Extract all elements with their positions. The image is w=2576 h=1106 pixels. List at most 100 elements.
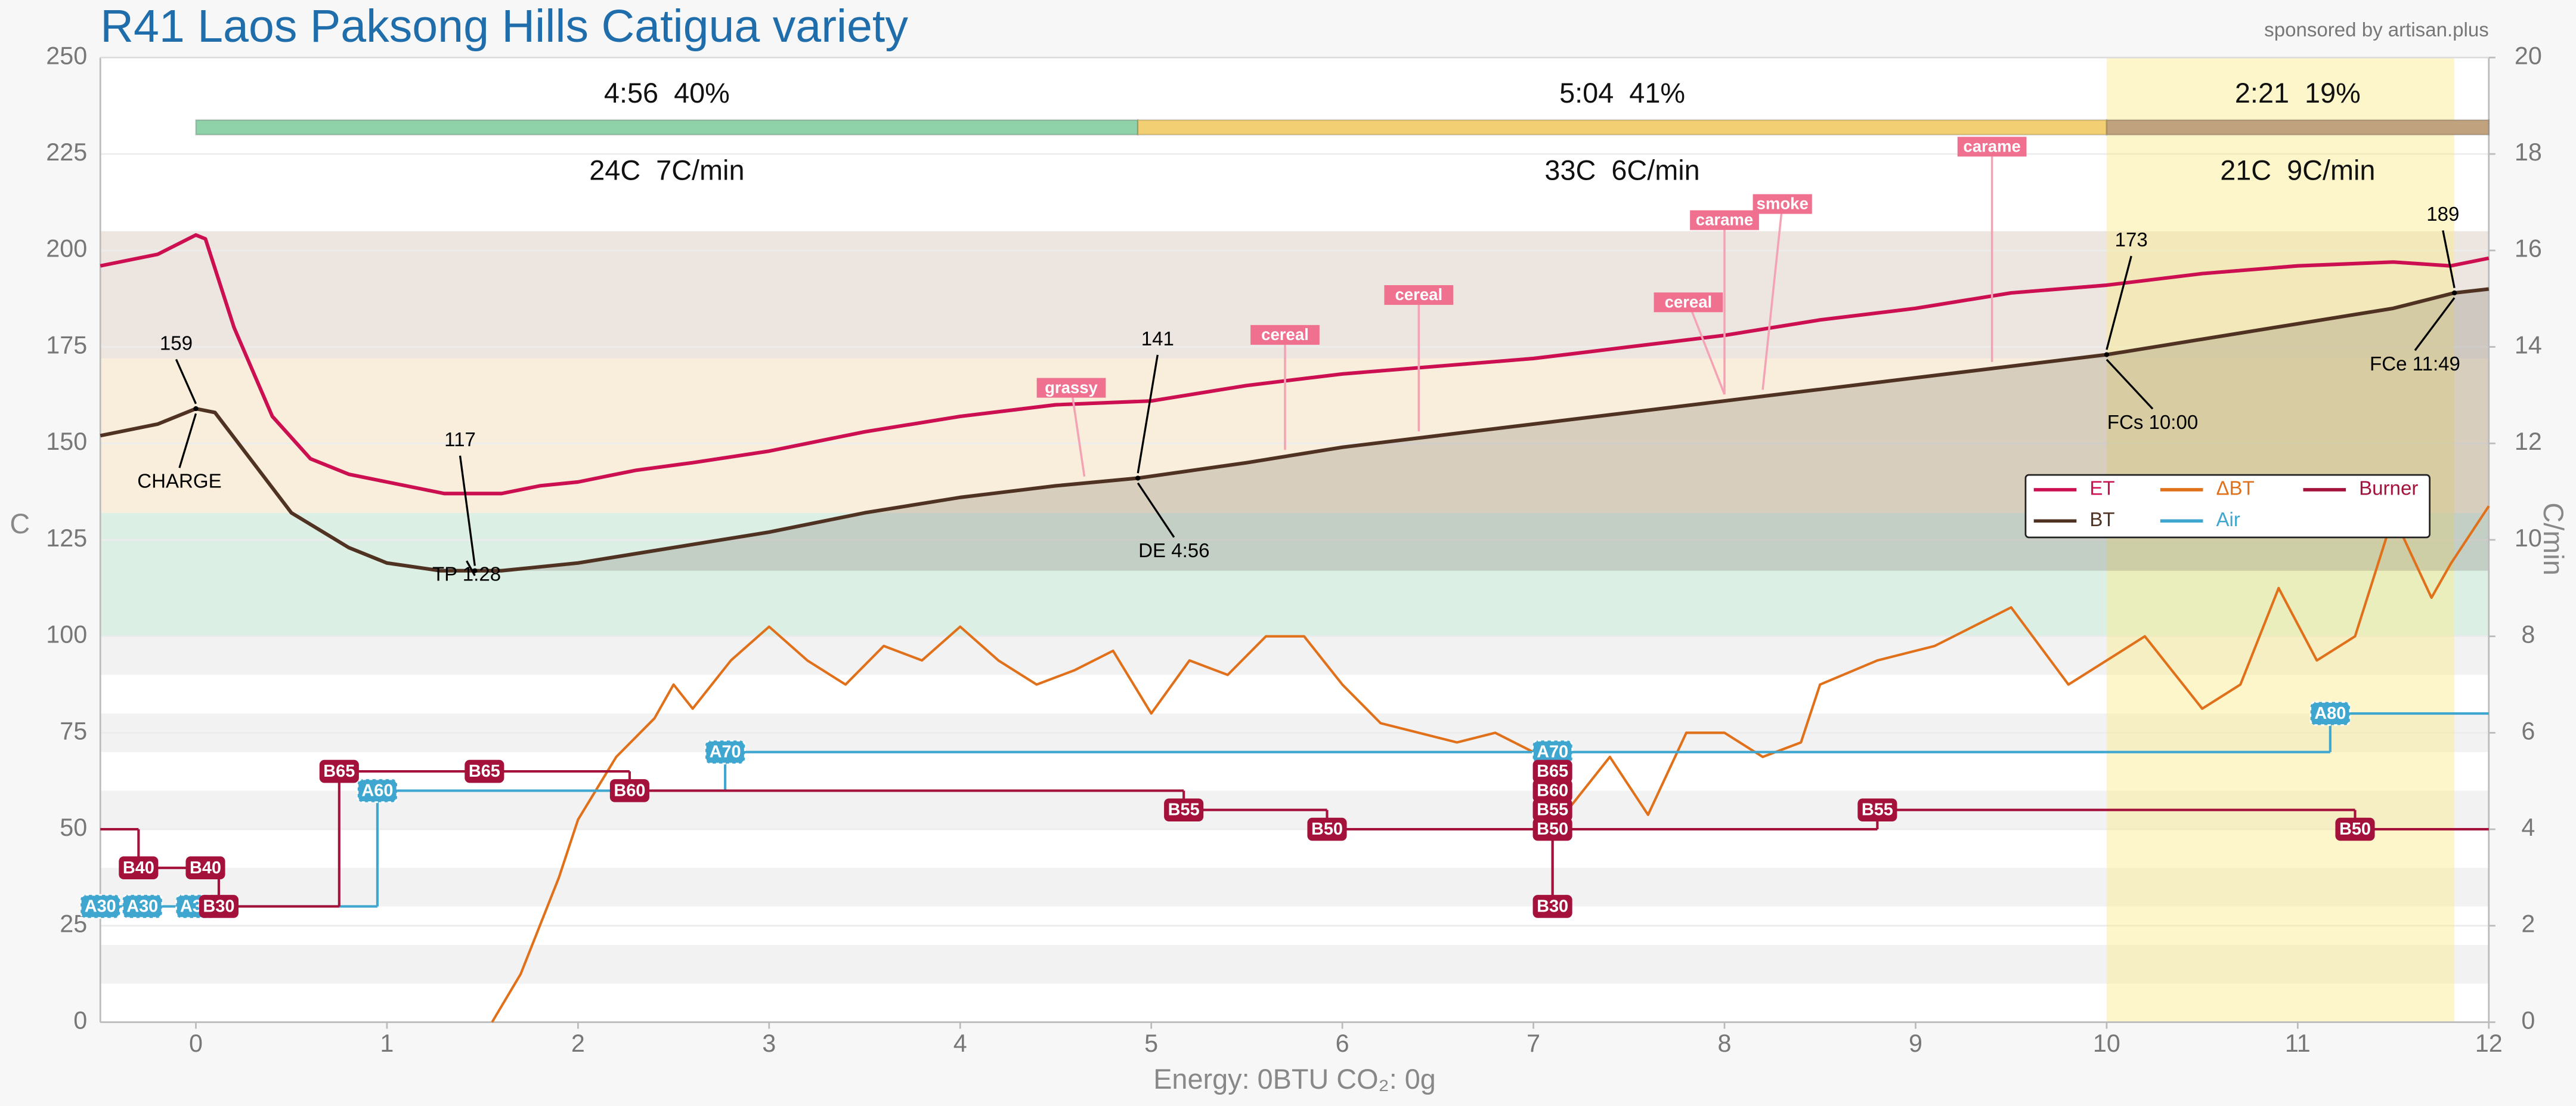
flavor-tag xyxy=(1036,378,1106,398)
annotation-leader xyxy=(1137,482,1175,538)
event-marker xyxy=(319,759,359,783)
event-label: B55 xyxy=(1168,801,1200,820)
annotation-point xyxy=(2451,290,2457,296)
flavor-tag xyxy=(1957,137,2027,157)
event-marker xyxy=(1532,759,1572,783)
flavor-label: smoke xyxy=(1757,194,1809,213)
y2-tick-label: 0 xyxy=(2521,1006,2535,1034)
event-marker xyxy=(357,778,398,804)
legend-label: Air xyxy=(2216,509,2240,531)
x-tick-label: 1 xyxy=(380,1030,394,1057)
event-marker xyxy=(1532,895,1572,918)
legend-label: Burner xyxy=(2359,478,2418,500)
annotation-label: TP 1:28 xyxy=(432,564,501,586)
phase-label: 2:21 19% xyxy=(2235,78,2361,109)
flavor-label: carame xyxy=(1963,137,2020,156)
series-line xyxy=(100,233,2490,496)
event-label: A30 xyxy=(126,897,158,916)
y2-tick-label: 2 xyxy=(2521,910,2535,938)
y-tick-label: 0 xyxy=(73,1006,87,1034)
annotation-leader xyxy=(2106,359,2154,410)
event-marker xyxy=(119,856,159,880)
main-layer: 0255075100125150175200225250024681012141… xyxy=(46,42,2542,1057)
y2-tick-label: 18 xyxy=(2515,138,2542,166)
event-label: B65 xyxy=(323,762,355,781)
annotation-value: 141 xyxy=(1141,328,1174,350)
event-marker xyxy=(122,894,163,919)
annotation-label: FCs 10:00 xyxy=(2107,412,2198,434)
x-tick-label: 0 xyxy=(189,1030,203,1057)
event-marker xyxy=(609,779,649,802)
event-label: B50 xyxy=(1537,820,1568,839)
annotation-leader xyxy=(175,359,197,404)
phase-label: 4:56 40% xyxy=(604,78,730,109)
flavor-tag xyxy=(1690,210,1759,230)
y2-tick-label: 6 xyxy=(2521,717,2535,744)
annotation-label: FCe 11:49 xyxy=(2370,353,2460,375)
y-tick-label: 125 xyxy=(46,524,87,552)
event-label: B55 xyxy=(1862,801,1893,820)
flavor-leader xyxy=(1761,203,1784,390)
phase-bar xyxy=(1137,119,2108,136)
annotation-leader xyxy=(2414,297,2456,351)
y-tick-label: 75 xyxy=(60,717,87,744)
event-marker xyxy=(1164,798,1204,822)
event-label: B65 xyxy=(469,762,500,781)
annotation-label: DE 4:56 xyxy=(1138,540,1209,562)
legend-label: BT xyxy=(2089,509,2114,531)
sponsor: sponsored by artisan.plus xyxy=(2264,19,2489,41)
event-marker xyxy=(1532,798,1572,822)
stripe xyxy=(100,945,2489,984)
event-marker xyxy=(465,759,504,783)
annotation-label: CHARGE xyxy=(137,471,221,493)
flavor-label: cereal xyxy=(1395,285,1442,304)
event-label: B55 xyxy=(1537,801,1568,820)
event-marker xyxy=(79,894,121,919)
series-line xyxy=(491,505,2490,1023)
flavor-label: carame xyxy=(1696,211,1753,229)
x-tick-label: 10 xyxy=(2093,1030,2120,1057)
event-marker xyxy=(1307,817,1347,841)
event-label: B30 xyxy=(203,897,234,916)
flavor-tag xyxy=(1654,292,1723,313)
phase-sublabel: 21C 9C/min xyxy=(2220,155,2375,186)
event-marker xyxy=(1857,798,1897,822)
y2-tick-label: 20 xyxy=(2515,42,2542,69)
x-tick-label: 4 xyxy=(953,1030,967,1057)
event-marker xyxy=(185,856,225,880)
y2-tick-label: 12 xyxy=(2515,428,2542,455)
x-tick-label: 5 xyxy=(1144,1030,1158,1057)
y2-tick-label: 10 xyxy=(2515,524,2542,552)
phase-sublabel: 24C 7C/min xyxy=(589,155,744,186)
annotation-leader xyxy=(466,560,476,576)
y-tick-label: 250 xyxy=(46,42,87,69)
flavor-tag xyxy=(1384,285,1454,305)
event-label: B60 xyxy=(614,781,645,800)
x-tick-label: 9 xyxy=(1909,1030,1922,1057)
legend-label: ET xyxy=(2089,478,2114,500)
legend-label: ΔBT xyxy=(2216,478,2254,500)
y-tick-label: 50 xyxy=(60,814,87,841)
y-tick-label: 175 xyxy=(46,331,87,359)
annotation-point xyxy=(1135,475,1141,481)
annotation-leader xyxy=(1137,354,1159,474)
event-label: B40 xyxy=(123,858,154,878)
event-label: B50 xyxy=(1311,820,1343,839)
annotation-leader xyxy=(459,455,476,566)
event-label: A30 xyxy=(85,897,116,916)
y2-axis-label: C/min xyxy=(2538,502,2569,575)
y-tick-label: 150 xyxy=(46,428,87,455)
event-label: B30 xyxy=(1537,897,1568,916)
bt-area xyxy=(475,289,2489,571)
y-tick-label: 200 xyxy=(46,235,87,262)
flavor-label: cereal xyxy=(1665,292,1713,311)
event-label: B65 xyxy=(1537,762,1568,781)
event-marker xyxy=(1532,779,1572,802)
x-tick-label: 8 xyxy=(1718,1030,1732,1057)
event-label: A70 xyxy=(1537,743,1568,762)
flavor-leader xyxy=(1070,387,1086,477)
flavor-label: cereal xyxy=(1261,325,1309,344)
series-line xyxy=(100,287,2490,573)
annotation-leader xyxy=(2106,255,2132,350)
y2-tick-label: 14 xyxy=(2515,331,2542,359)
